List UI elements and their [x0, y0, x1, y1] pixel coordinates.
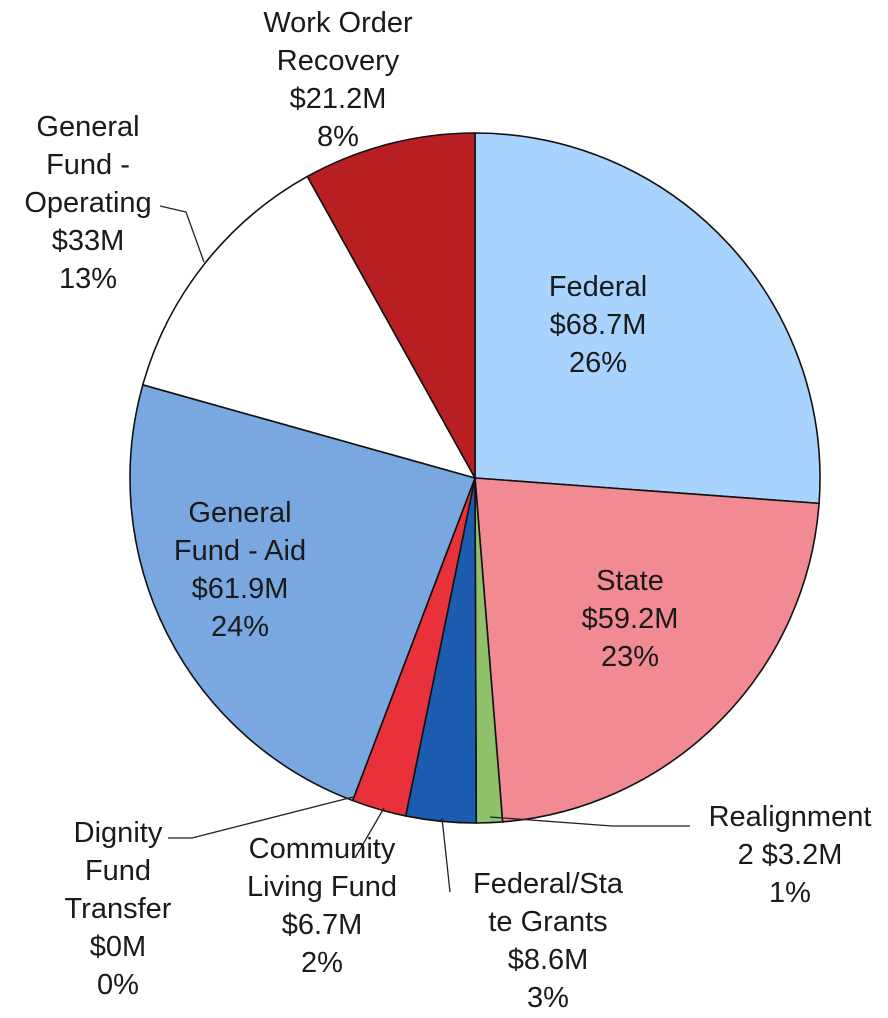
- pie-slices: [129, 132, 821, 824]
- slice-label-line: State: [596, 565, 664, 597]
- slice-label-line: General: [36, 111, 139, 143]
- slice-label-line: Federal: [549, 271, 647, 303]
- slice-label-line: 0%: [97, 969, 139, 1001]
- slice-label-line: Community: [249, 833, 396, 865]
- slice-label-line: Fund - Aid: [174, 535, 306, 567]
- pie-slice-1: [474, 477, 820, 823]
- slice-label-2: Realignment 2 $3.2M 1%: [709, 801, 872, 909]
- slice-label-line: 8%: [317, 121, 359, 153]
- slice-label-line: Recovery: [277, 45, 400, 77]
- pie-slice-6: [129, 383, 477, 802]
- slice-label-line: Realignment: [709, 801, 872, 833]
- slice-label-7: General Fund - Operating $33M 13%: [24, 111, 151, 295]
- leader-line-4: [354, 807, 385, 859]
- slice-label-line: $6.7M: [282, 909, 363, 941]
- leader-line-3: [441, 817, 451, 893]
- leader-line-2: [489, 816, 690, 827]
- slice-label-0: Federal $68.7M 26%: [549, 271, 647, 379]
- pie-slice-0: [474, 132, 821, 505]
- slice-label-3: Federal/Sta te Grants $8.6M 3%: [473, 868, 624, 1014]
- slice-label-1: State $59.2M 23%: [582, 565, 679, 673]
- slice-label-8: Work Order Recovery $21.2M 8%: [263, 7, 413, 153]
- slice-label-6: General Fund - Aid $61.9M 24%: [174, 497, 306, 643]
- slice-label-line: $21.2M: [290, 83, 387, 115]
- slice-label-line: $68.7M: [550, 309, 647, 341]
- pie-slice-8: [306, 132, 476, 482]
- slice-label-line: Living Fund: [247, 871, 397, 903]
- slice-label-line: General: [188, 497, 291, 529]
- slice-label-line: 2 $3.2M: [738, 839, 843, 871]
- slice-label-line: $59.2M: [582, 603, 679, 635]
- slice-label-line: 2%: [301, 947, 343, 979]
- slice-labels: Federal $68.7M 26% State $59.2M 23% Realignmen…: [24, 7, 871, 1014]
- slice-label-line: Operating: [24, 187, 151, 219]
- slice-label-line: $8.6M: [508, 944, 589, 976]
- leader-line-5: [168, 796, 354, 839]
- slice-label-line: 3%: [527, 982, 569, 1014]
- slice-label-4: Community Living Fund $6.7M 2%: [247, 833, 397, 979]
- slice-label-line: 13%: [59, 263, 117, 295]
- slice-label-line: $0M: [90, 931, 146, 963]
- slice-label-line: $61.9M: [192, 573, 289, 605]
- slice-label-line: Dignity: [74, 817, 163, 849]
- slice-label-line: 24%: [211, 611, 269, 643]
- slice-label-line: Fund: [85, 855, 151, 887]
- slice-label-line: Fund -: [46, 149, 130, 181]
- pie-slice-7: [141, 175, 477, 480]
- slice-label-line: te Grants: [488, 906, 607, 938]
- slice-label-line: 23%: [601, 641, 659, 673]
- slice-label-line: Federal/Sta: [473, 868, 624, 900]
- slice-label-line: Work Order: [263, 7, 413, 39]
- slice-label-line: 1%: [769, 877, 811, 909]
- slice-label-line: 26%: [569, 347, 627, 379]
- leader-lines: [159, 205, 690, 893]
- leader-line-7: [159, 205, 205, 263]
- slice-label-line: Transfer: [65, 893, 172, 925]
- slice-label-5: Dignity Fund Transfer $0M 0%: [65, 817, 172, 1001]
- slice-label-line: $33M: [52, 225, 125, 257]
